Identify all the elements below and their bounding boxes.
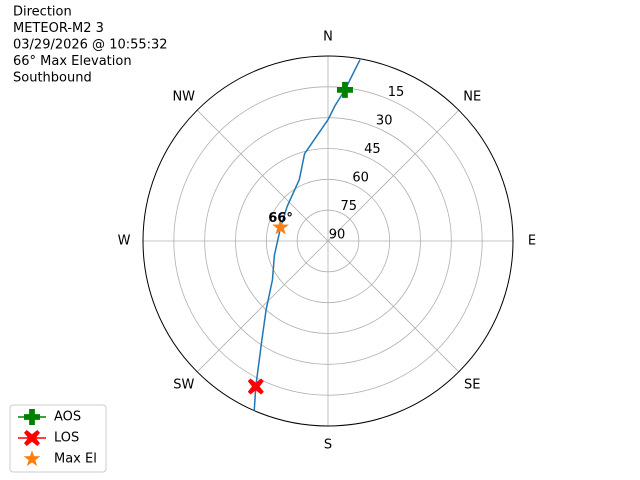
title-line: METEOR-M2 3 (13, 21, 104, 36)
legend-label: Max El (54, 452, 97, 467)
r-tick-label: 30 (376, 114, 393, 129)
r-tick-label: 60 (352, 171, 369, 186)
theta-tick-label: SW (173, 378, 194, 393)
theta-tick-label: SE (464, 378, 480, 393)
r-tick-label: 75 (341, 199, 358, 214)
ring-grid-line (235, 148, 421, 334)
theta-tick-label: E (528, 234, 536, 249)
title-line: 03/29/2026 @ 10:55:32 (13, 38, 168, 53)
track-line (253, 59, 361, 411)
series-marker (247, 378, 264, 395)
legend-marker (24, 430, 40, 446)
r-tick-label: 90 (329, 228, 346, 243)
ring-grid-line (265, 178, 391, 304)
theta-tick-label: W (118, 234, 131, 249)
annotation: 66° (268, 211, 293, 226)
theta-tick-label: N (323, 30, 333, 45)
legend-label: AOS (54, 410, 81, 425)
r-tick-label: 45 (364, 142, 381, 157)
title-line: Southbound (13, 71, 92, 86)
outer-edge (142, 55, 514, 427)
series-marker (336, 81, 353, 98)
legend-marker (23, 450, 41, 467)
series-marker (272, 218, 289, 235)
title-line: Direction (13, 5, 72, 20)
theta-tick-label: NW (172, 89, 195, 104)
r-tick-label: 15 (388, 85, 405, 100)
ring-grid-line (204, 117, 452, 365)
theta-tick-label: S (324, 438, 332, 453)
ring-grid-line (173, 86, 483, 396)
ring-grid-line (296, 209, 360, 273)
legend-marker (24, 409, 40, 425)
legend-label: LOS (54, 431, 79, 446)
theta-tick-label: NE (463, 89, 481, 104)
title-line: 66° Max Elevation (13, 54, 132, 69)
